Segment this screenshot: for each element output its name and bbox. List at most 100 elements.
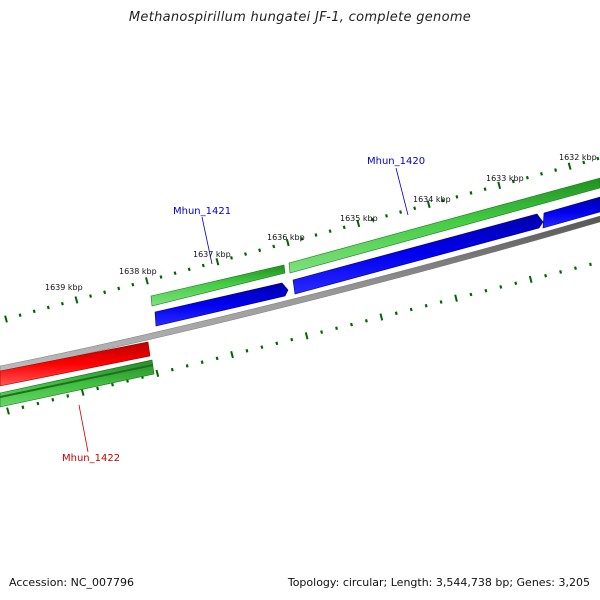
minor-tick [51,397,55,402]
minor-tick [117,286,121,291]
minor-tick [173,271,177,275]
minor-tick [201,263,205,268]
minor-tick [525,175,529,180]
minor-tick [335,326,338,331]
minor-tick [514,281,518,285]
major-tick [155,369,160,378]
minor-tick [111,382,114,387]
minor-tick [245,349,249,353]
minor-tick [187,267,191,272]
minor-tick [441,198,445,203]
major-tick [356,219,361,228]
minor-tick [260,345,264,349]
tick-label: 1639 kbp [45,283,83,292]
minor-tick [275,341,279,346]
gene-bar-mhun-1420 [288,177,600,274]
minor-tick [200,360,204,364]
minor-tick [170,367,174,372]
minor-tick [215,356,219,361]
gene-track-upper [150,177,600,307]
gene-bar-mhun-1421 [150,264,286,307]
tick-labels: 1632 kbp 1633 kbp 1634 kbp 1635 kbp 1636… [45,153,597,292]
major-tick [304,332,309,340]
accession-text: Accession: NC_007796 [9,576,135,589]
minor-tick [385,214,388,218]
minor-tick [185,364,189,368]
minor-tick [413,206,417,211]
tick-label: 1634 kbp [413,195,451,204]
leader-line-mhun-1421 [201,216,213,265]
tick-label: 1633 kbp [486,174,524,183]
major-tick [379,313,384,321]
gene-label-mhun-1420: Mhun_1420 [367,156,425,167]
minor-tick [370,217,374,222]
minor-tick [559,270,563,274]
map-title: Methanospirillum hungatei JF-1, complete… [128,10,472,25]
tick-label: 1632 kbp [559,153,597,162]
minor-tick [18,313,22,317]
major-tick [528,275,533,284]
minor-tick [46,305,50,310]
gene-labels: Mhun_1420 Mhun_1421 Mhun_1422 [62,156,425,464]
minor-tick [96,386,100,391]
inner-tick-ring [6,262,592,415]
minor-tick [544,273,548,278]
minor-tick [320,330,324,334]
minor-tick [314,233,318,237]
minor-tick [159,275,163,279]
minor-tick [483,187,487,191]
cds-arrow-mhun-1421 [154,282,289,327]
minor-tick [439,300,443,304]
minor-tick [399,210,403,214]
minor-tick [554,168,558,172]
major-tick [454,294,458,302]
minor-tick [244,252,248,256]
minor-tick [424,303,428,308]
major-tick [74,296,79,304]
minor-tick [511,179,515,184]
tick-label: 1635 kbp [340,214,378,223]
minor-tick [469,292,473,297]
major-tick [145,277,149,285]
outer-tick-ring [4,156,600,323]
minor-tick [394,311,398,316]
major-tick [6,407,10,415]
major-tick [285,238,290,247]
cds-track-reverse [154,196,600,327]
major-tick [230,350,234,359]
cds-arrow-mhun-1419 [542,196,600,229]
major-tick [4,315,8,323]
minor-tick [582,160,586,165]
minor-tick [409,307,413,312]
minor-tick [484,288,488,293]
genome-summary-text: Topology: circular; Length: 3,544,738 bp… [287,576,590,589]
gene-label-mhun-1421: Mhun_1421 [173,206,231,217]
leader-line-mhun-1422 [78,404,89,453]
minor-tick [21,405,25,410]
minor-tick [258,248,262,253]
minor-tick [103,290,107,295]
minor-tick [36,401,40,406]
gene-bar-mhun-1422 [0,359,155,408]
major-tick [567,162,572,170]
gene-bar-divider [0,364,154,398]
major-tick [215,258,220,266]
minor-tick [540,172,543,176]
minor-tick [131,282,135,287]
tick-label: 1636 kbp [267,233,305,242]
minor-tick [66,394,70,398]
tick-label: 1638 kbp [119,267,157,276]
minor-tick [328,229,332,233]
minor-tick [350,322,353,327]
minor-tick [230,256,233,260]
cds-arrow-mhun-1420 [292,213,544,295]
tick-label: 1637 kbp [193,250,231,259]
minor-tick [342,225,346,230]
minor-tick [499,285,503,289]
minor-tick [469,191,473,195]
minor-tick [89,294,93,298]
cds-arrow-mhun-1422 [0,341,151,387]
major-tick [426,200,431,209]
leader-line-mhun-1420 [395,167,409,216]
